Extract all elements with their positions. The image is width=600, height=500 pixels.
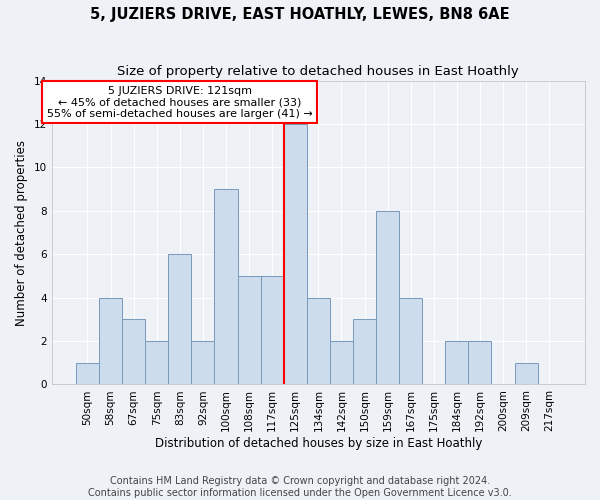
Bar	[399, 298, 422, 384]
Text: 5 JUZIERS DRIVE: 121sqm
← 45% of detached houses are smaller (33)
55% of semi-de: 5 JUZIERS DRIVE: 121sqm ← 45% of detache…	[47, 86, 313, 119]
Bar	[284, 124, 307, 384]
Bar	[76, 363, 99, 384]
Text: Contains HM Land Registry data © Crown copyright and database right 2024.
Contai: Contains HM Land Registry data © Crown c…	[88, 476, 512, 498]
Bar	[122, 320, 145, 384]
Y-axis label: Number of detached properties: Number of detached properties	[15, 140, 28, 326]
Bar	[260, 276, 284, 384]
Bar	[168, 254, 191, 384]
Bar	[191, 341, 214, 384]
Bar	[376, 211, 399, 384]
Bar	[515, 363, 538, 384]
Text: 5, JUZIERS DRIVE, EAST HOATHLY, LEWES, BN8 6AE: 5, JUZIERS DRIVE, EAST HOATHLY, LEWES, B…	[90, 8, 510, 22]
Bar	[445, 341, 469, 384]
Title: Size of property relative to detached houses in East Hoathly: Size of property relative to detached ho…	[118, 65, 519, 78]
Bar	[99, 298, 122, 384]
Bar	[353, 320, 376, 384]
Bar	[307, 298, 330, 384]
Bar	[330, 341, 353, 384]
X-axis label: Distribution of detached houses by size in East Hoathly: Distribution of detached houses by size …	[155, 437, 482, 450]
Bar	[238, 276, 260, 384]
Bar	[145, 341, 168, 384]
Bar	[214, 189, 238, 384]
Bar	[469, 341, 491, 384]
